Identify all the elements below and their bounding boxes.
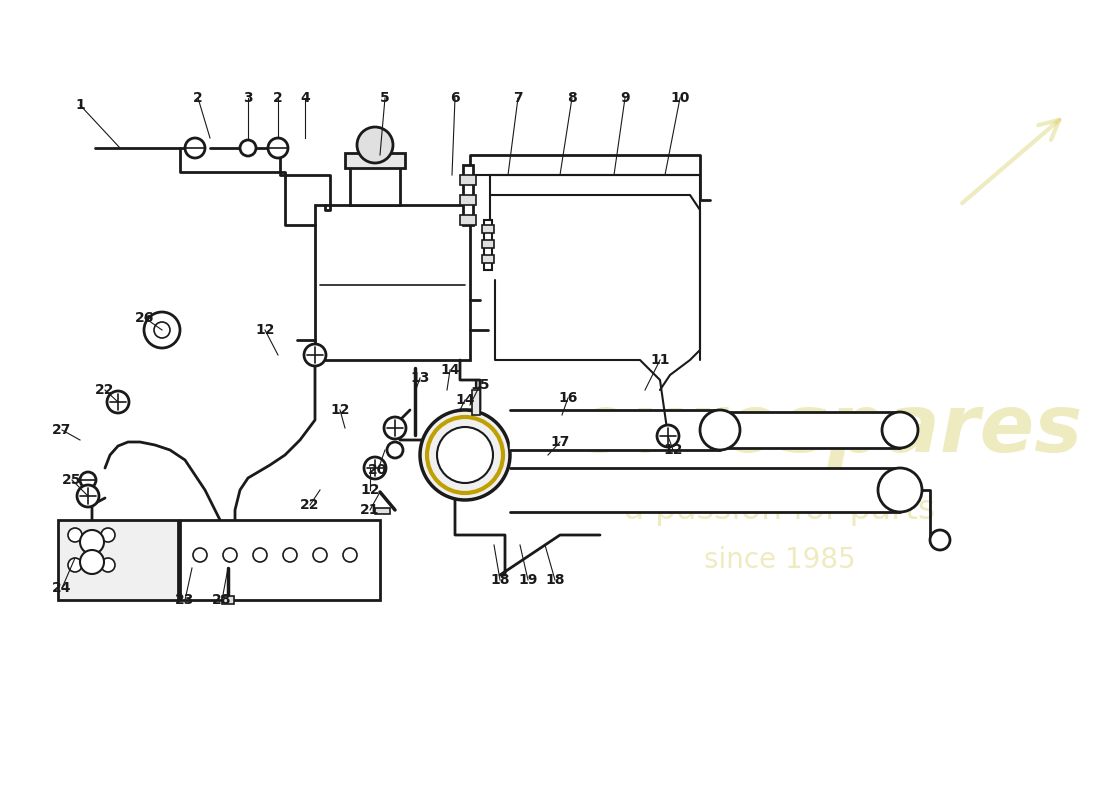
Polygon shape — [720, 412, 900, 448]
Text: 12: 12 — [361, 483, 379, 497]
Text: 14: 14 — [455, 393, 475, 407]
Text: 6: 6 — [450, 91, 460, 105]
Circle shape — [77, 485, 99, 507]
Circle shape — [80, 550, 104, 574]
Bar — [460, 195, 476, 205]
Text: 12: 12 — [663, 443, 683, 457]
Circle shape — [343, 548, 358, 562]
Bar — [58, 520, 178, 600]
Circle shape — [253, 548, 267, 562]
Text: since 1985: since 1985 — [704, 546, 856, 574]
Circle shape — [80, 530, 104, 554]
Circle shape — [384, 417, 406, 439]
Text: 10: 10 — [670, 91, 690, 105]
Bar — [482, 225, 494, 233]
Text: 16: 16 — [559, 391, 578, 405]
Text: spares: spares — [780, 391, 1082, 469]
Text: 5: 5 — [381, 91, 389, 105]
Bar — [482, 255, 494, 263]
Circle shape — [68, 528, 82, 542]
Text: 28: 28 — [212, 593, 232, 607]
Circle shape — [930, 530, 950, 550]
Circle shape — [268, 138, 288, 158]
Text: 18: 18 — [491, 573, 509, 587]
Bar — [463, 165, 473, 225]
Circle shape — [700, 410, 740, 450]
Circle shape — [314, 548, 327, 562]
Text: 24: 24 — [53, 581, 72, 595]
Circle shape — [80, 472, 96, 488]
Text: 15: 15 — [471, 378, 490, 392]
Circle shape — [882, 412, 918, 448]
Text: 11: 11 — [650, 353, 670, 367]
Text: 12: 12 — [255, 323, 275, 337]
Text: 4: 4 — [300, 91, 310, 105]
Bar — [484, 220, 492, 270]
Text: a passion for parts: a passion for parts — [625, 494, 936, 526]
Text: 18: 18 — [546, 573, 564, 587]
Circle shape — [657, 425, 679, 447]
Bar — [375, 508, 390, 514]
Circle shape — [144, 312, 180, 348]
Circle shape — [223, 548, 236, 562]
Circle shape — [154, 322, 170, 338]
Circle shape — [185, 138, 205, 158]
Bar — [482, 240, 494, 248]
Text: 14: 14 — [440, 363, 460, 377]
Circle shape — [437, 427, 493, 483]
Circle shape — [420, 410, 510, 500]
Circle shape — [878, 468, 922, 512]
Circle shape — [192, 548, 207, 562]
Text: 1: 1 — [75, 98, 85, 112]
Polygon shape — [510, 410, 720, 450]
Text: 25: 25 — [63, 473, 81, 487]
Bar — [460, 215, 476, 225]
Text: 23: 23 — [175, 593, 195, 607]
Text: 22: 22 — [300, 498, 320, 512]
Bar — [460, 175, 476, 185]
Text: 2: 2 — [194, 91, 202, 105]
Circle shape — [364, 457, 386, 479]
Bar — [350, 165, 400, 205]
Circle shape — [240, 140, 256, 156]
Text: 8: 8 — [568, 91, 576, 105]
Bar — [472, 390, 480, 415]
Text: 7: 7 — [514, 91, 522, 105]
Text: 22: 22 — [96, 383, 114, 397]
Bar — [315, 205, 470, 360]
Circle shape — [68, 558, 82, 572]
Text: 9: 9 — [620, 91, 630, 105]
Bar — [180, 520, 380, 600]
Bar — [345, 153, 405, 168]
Text: 12: 12 — [330, 403, 350, 417]
Text: 21: 21 — [361, 503, 379, 517]
Text: 17: 17 — [550, 435, 570, 449]
Text: 3: 3 — [243, 91, 253, 105]
Text: euro: euro — [573, 391, 780, 469]
Text: 20: 20 — [368, 463, 387, 477]
Text: 26: 26 — [135, 311, 155, 325]
Circle shape — [283, 548, 297, 562]
Text: 2: 2 — [273, 91, 283, 105]
Circle shape — [387, 442, 403, 458]
Text: 13: 13 — [410, 371, 430, 385]
Circle shape — [101, 528, 116, 542]
Bar — [222, 596, 234, 604]
Circle shape — [107, 391, 129, 413]
Text: 27: 27 — [53, 423, 72, 437]
Text: 19: 19 — [518, 573, 538, 587]
Circle shape — [304, 344, 326, 366]
Circle shape — [358, 127, 393, 163]
Polygon shape — [510, 468, 900, 512]
Circle shape — [101, 558, 116, 572]
